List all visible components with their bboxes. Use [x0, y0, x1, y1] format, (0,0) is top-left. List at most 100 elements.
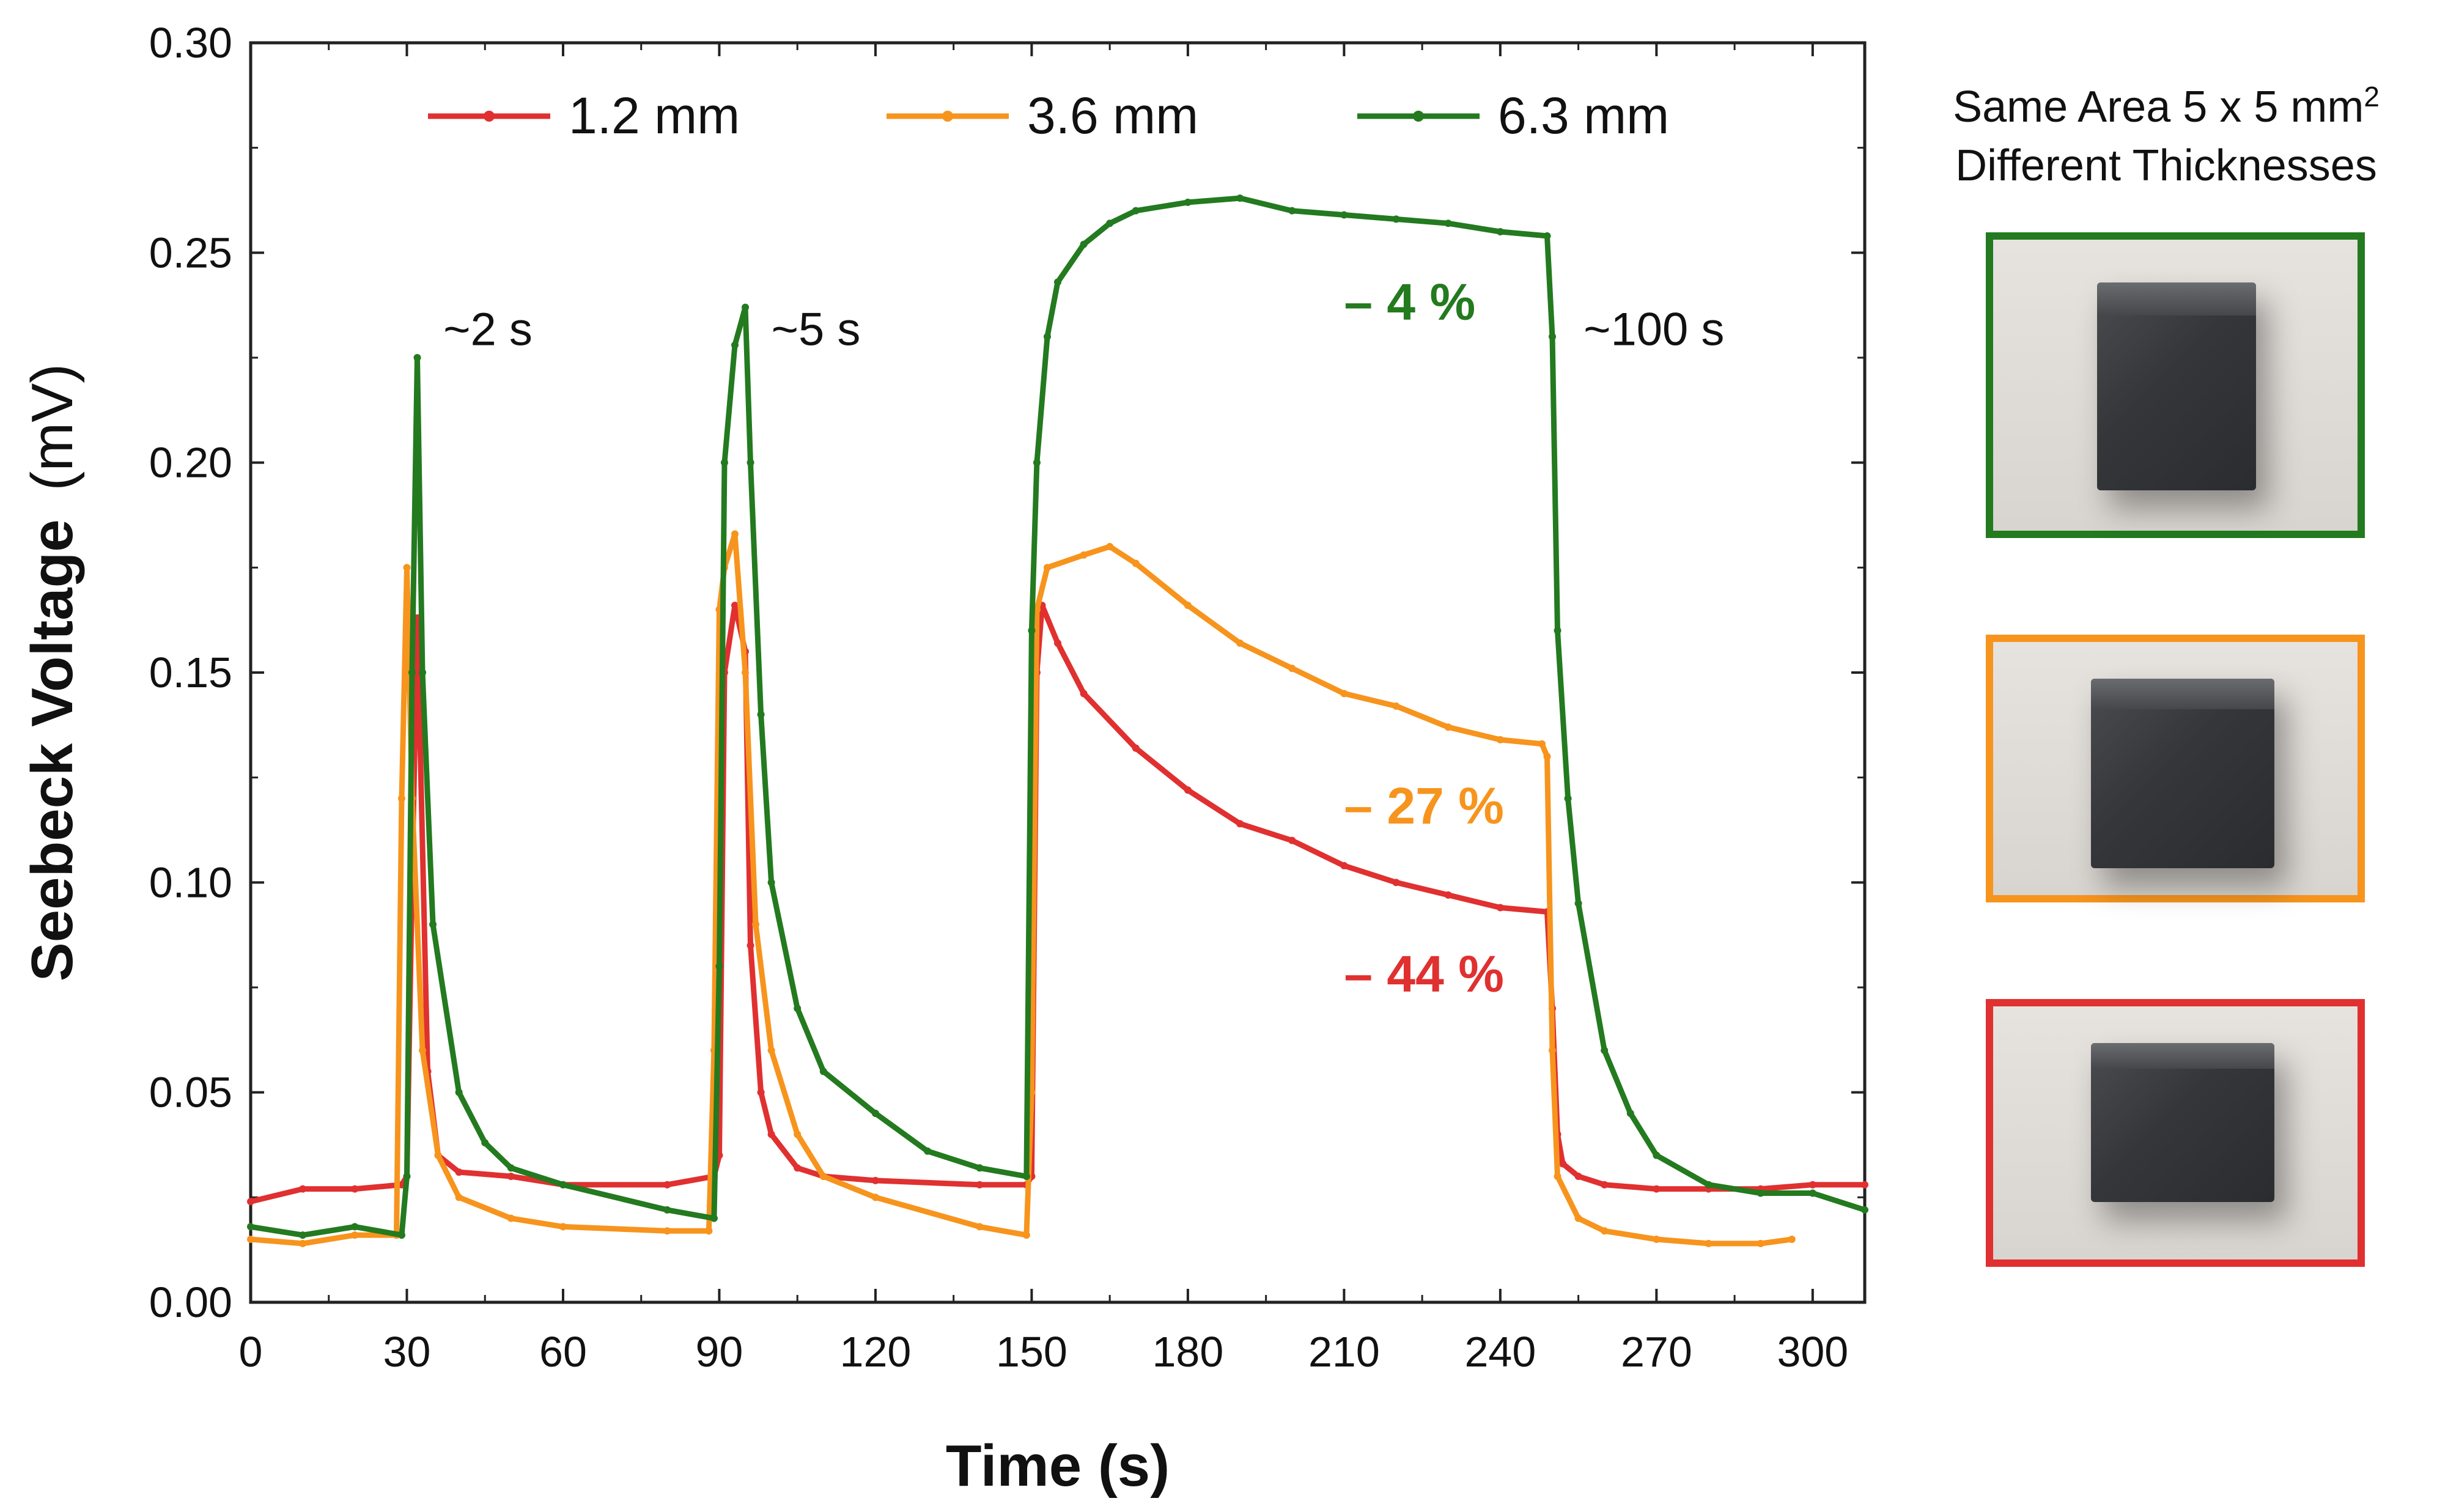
- data-point: [1022, 1173, 1030, 1180]
- data-point: [559, 1223, 567, 1231]
- x-axis-title: Time (s): [946, 1433, 1170, 1499]
- data-point: [663, 1181, 671, 1189]
- data-point: [1392, 215, 1400, 223]
- data-point: [507, 1214, 515, 1222]
- series-line-1-2-mm: [248, 602, 1868, 1204]
- data-point: [663, 1227, 671, 1235]
- data-point: [747, 459, 754, 467]
- data-point: [1444, 219, 1452, 227]
- legend-marker: [1413, 111, 1424, 122]
- data-point: [1340, 690, 1348, 698]
- data-point: [419, 1047, 427, 1054]
- y-tick-label: 0.20: [149, 439, 232, 487]
- y-tick-label: 0.05: [149, 1069, 232, 1116]
- data-point: [757, 710, 765, 718]
- data-point: [1236, 639, 1244, 647]
- x-tick-label: 0: [239, 1328, 263, 1376]
- data-point: [767, 879, 775, 887]
- legend: 1.2 mm 3.6 mm 6.3 mm: [428, 87, 1669, 144]
- data-point: [1080, 551, 1088, 559]
- data-point: [1288, 665, 1296, 673]
- data-point: [1757, 1189, 1764, 1197]
- data-point: [1601, 1227, 1609, 1235]
- data-point: [1033, 459, 1041, 467]
- data-point: [1549, 1047, 1557, 1054]
- data-point: [413, 354, 421, 361]
- data-point: [397, 1231, 405, 1239]
- data-point: [1705, 1239, 1713, 1247]
- y-axis-title-bold: Seebeck Voltage: [20, 519, 85, 981]
- x-tick-label: 210: [1308, 1328, 1380, 1376]
- data-point: [1022, 1231, 1030, 1239]
- data-point: [705, 1227, 713, 1235]
- data-point: [1043, 333, 1051, 341]
- data-point: [715, 962, 723, 970]
- data-point: [1496, 904, 1504, 912]
- data-point: [299, 1185, 307, 1193]
- seebeck-chart: 0 30 60 90 120 150 180 210 240 270 300 0.00 0.05 0.10…: [20, 19, 1868, 1499]
- x-tick-label: 30: [383, 1328, 431, 1376]
- data-point: [1444, 891, 1452, 899]
- data-point: [1080, 690, 1088, 698]
- data-point: [1236, 820, 1244, 828]
- data-point: [1574, 899, 1582, 907]
- data-point: [1043, 564, 1051, 572]
- data-point: [507, 1164, 515, 1172]
- data-point: [1861, 1181, 1868, 1189]
- data-point: [1028, 627, 1036, 635]
- sample-photo-3-6mm: [1986, 635, 2365, 902]
- data-point: [1808, 1189, 1816, 1197]
- data-point: [1392, 879, 1400, 887]
- side-title-line1: Same Area 5 x 5 mm2: [1953, 81, 2380, 131]
- data-point: [397, 795, 405, 802]
- data-point: [1106, 543, 1114, 550]
- data-point: [1788, 1236, 1796, 1243]
- data-point: [1288, 836, 1296, 844]
- data-point: [794, 1130, 802, 1138]
- data-point: [752, 921, 760, 928]
- data-point: [1559, 1160, 1567, 1168]
- side-panel-title: Same Area 5 x 5 mm2 Different Thicknesse…: [1901, 67, 2431, 195]
- data-point: [1496, 228, 1504, 235]
- data-point: [1496, 736, 1504, 743]
- data-point: [351, 1185, 359, 1193]
- data-point: [1554, 1173, 1561, 1180]
- data-point: [1080, 240, 1088, 248]
- time-annotation: ~2 s: [443, 303, 533, 355]
- x-tick-label: 180: [1152, 1328, 1224, 1376]
- data-point: [720, 459, 728, 467]
- series-line-6-3-mm: [248, 195, 1868, 1238]
- data-point: [1184, 602, 1192, 610]
- x-tick-label: 270: [1621, 1328, 1692, 1376]
- x-tick-label: 120: [840, 1328, 912, 1376]
- data-point: [731, 530, 739, 538]
- y-axis-title-unit: (mV): [20, 364, 85, 491]
- legend-label: 3.6 mm: [1027, 87, 1198, 144]
- legend-marker: [942, 111, 953, 122]
- data-point: [1054, 639, 1061, 647]
- data-point: [767, 1130, 775, 1138]
- data-point: [247, 1223, 254, 1231]
- data-point: [1601, 1181, 1609, 1189]
- y-tick-label: 0.15: [149, 649, 232, 696]
- percent-drop-label: – 27 %: [1344, 777, 1504, 835]
- percent-drop-label: – 4 %: [1344, 273, 1475, 331]
- data-point: [299, 1231, 307, 1239]
- data-point: [924, 1147, 932, 1155]
- series-layer: [247, 194, 1868, 1247]
- data-point: [819, 1173, 827, 1180]
- data-point: [742, 669, 750, 676]
- sample-photo-6-3mm: [1986, 232, 2365, 538]
- data-point: [1554, 627, 1561, 635]
- data-point: [742, 303, 750, 311]
- data-point: [871, 1193, 879, 1201]
- data-point: [403, 1173, 411, 1180]
- data-point: [663, 1206, 671, 1214]
- data-point: [976, 1223, 984, 1231]
- data-point: [1132, 744, 1140, 752]
- y-tick-label: 0.30: [149, 19, 232, 67]
- legend-label: 6.3 mm: [1498, 87, 1669, 144]
- data-point: [403, 564, 411, 572]
- sample-cube-6-3mm: [2097, 282, 2256, 490]
- data-point: [419, 669, 427, 676]
